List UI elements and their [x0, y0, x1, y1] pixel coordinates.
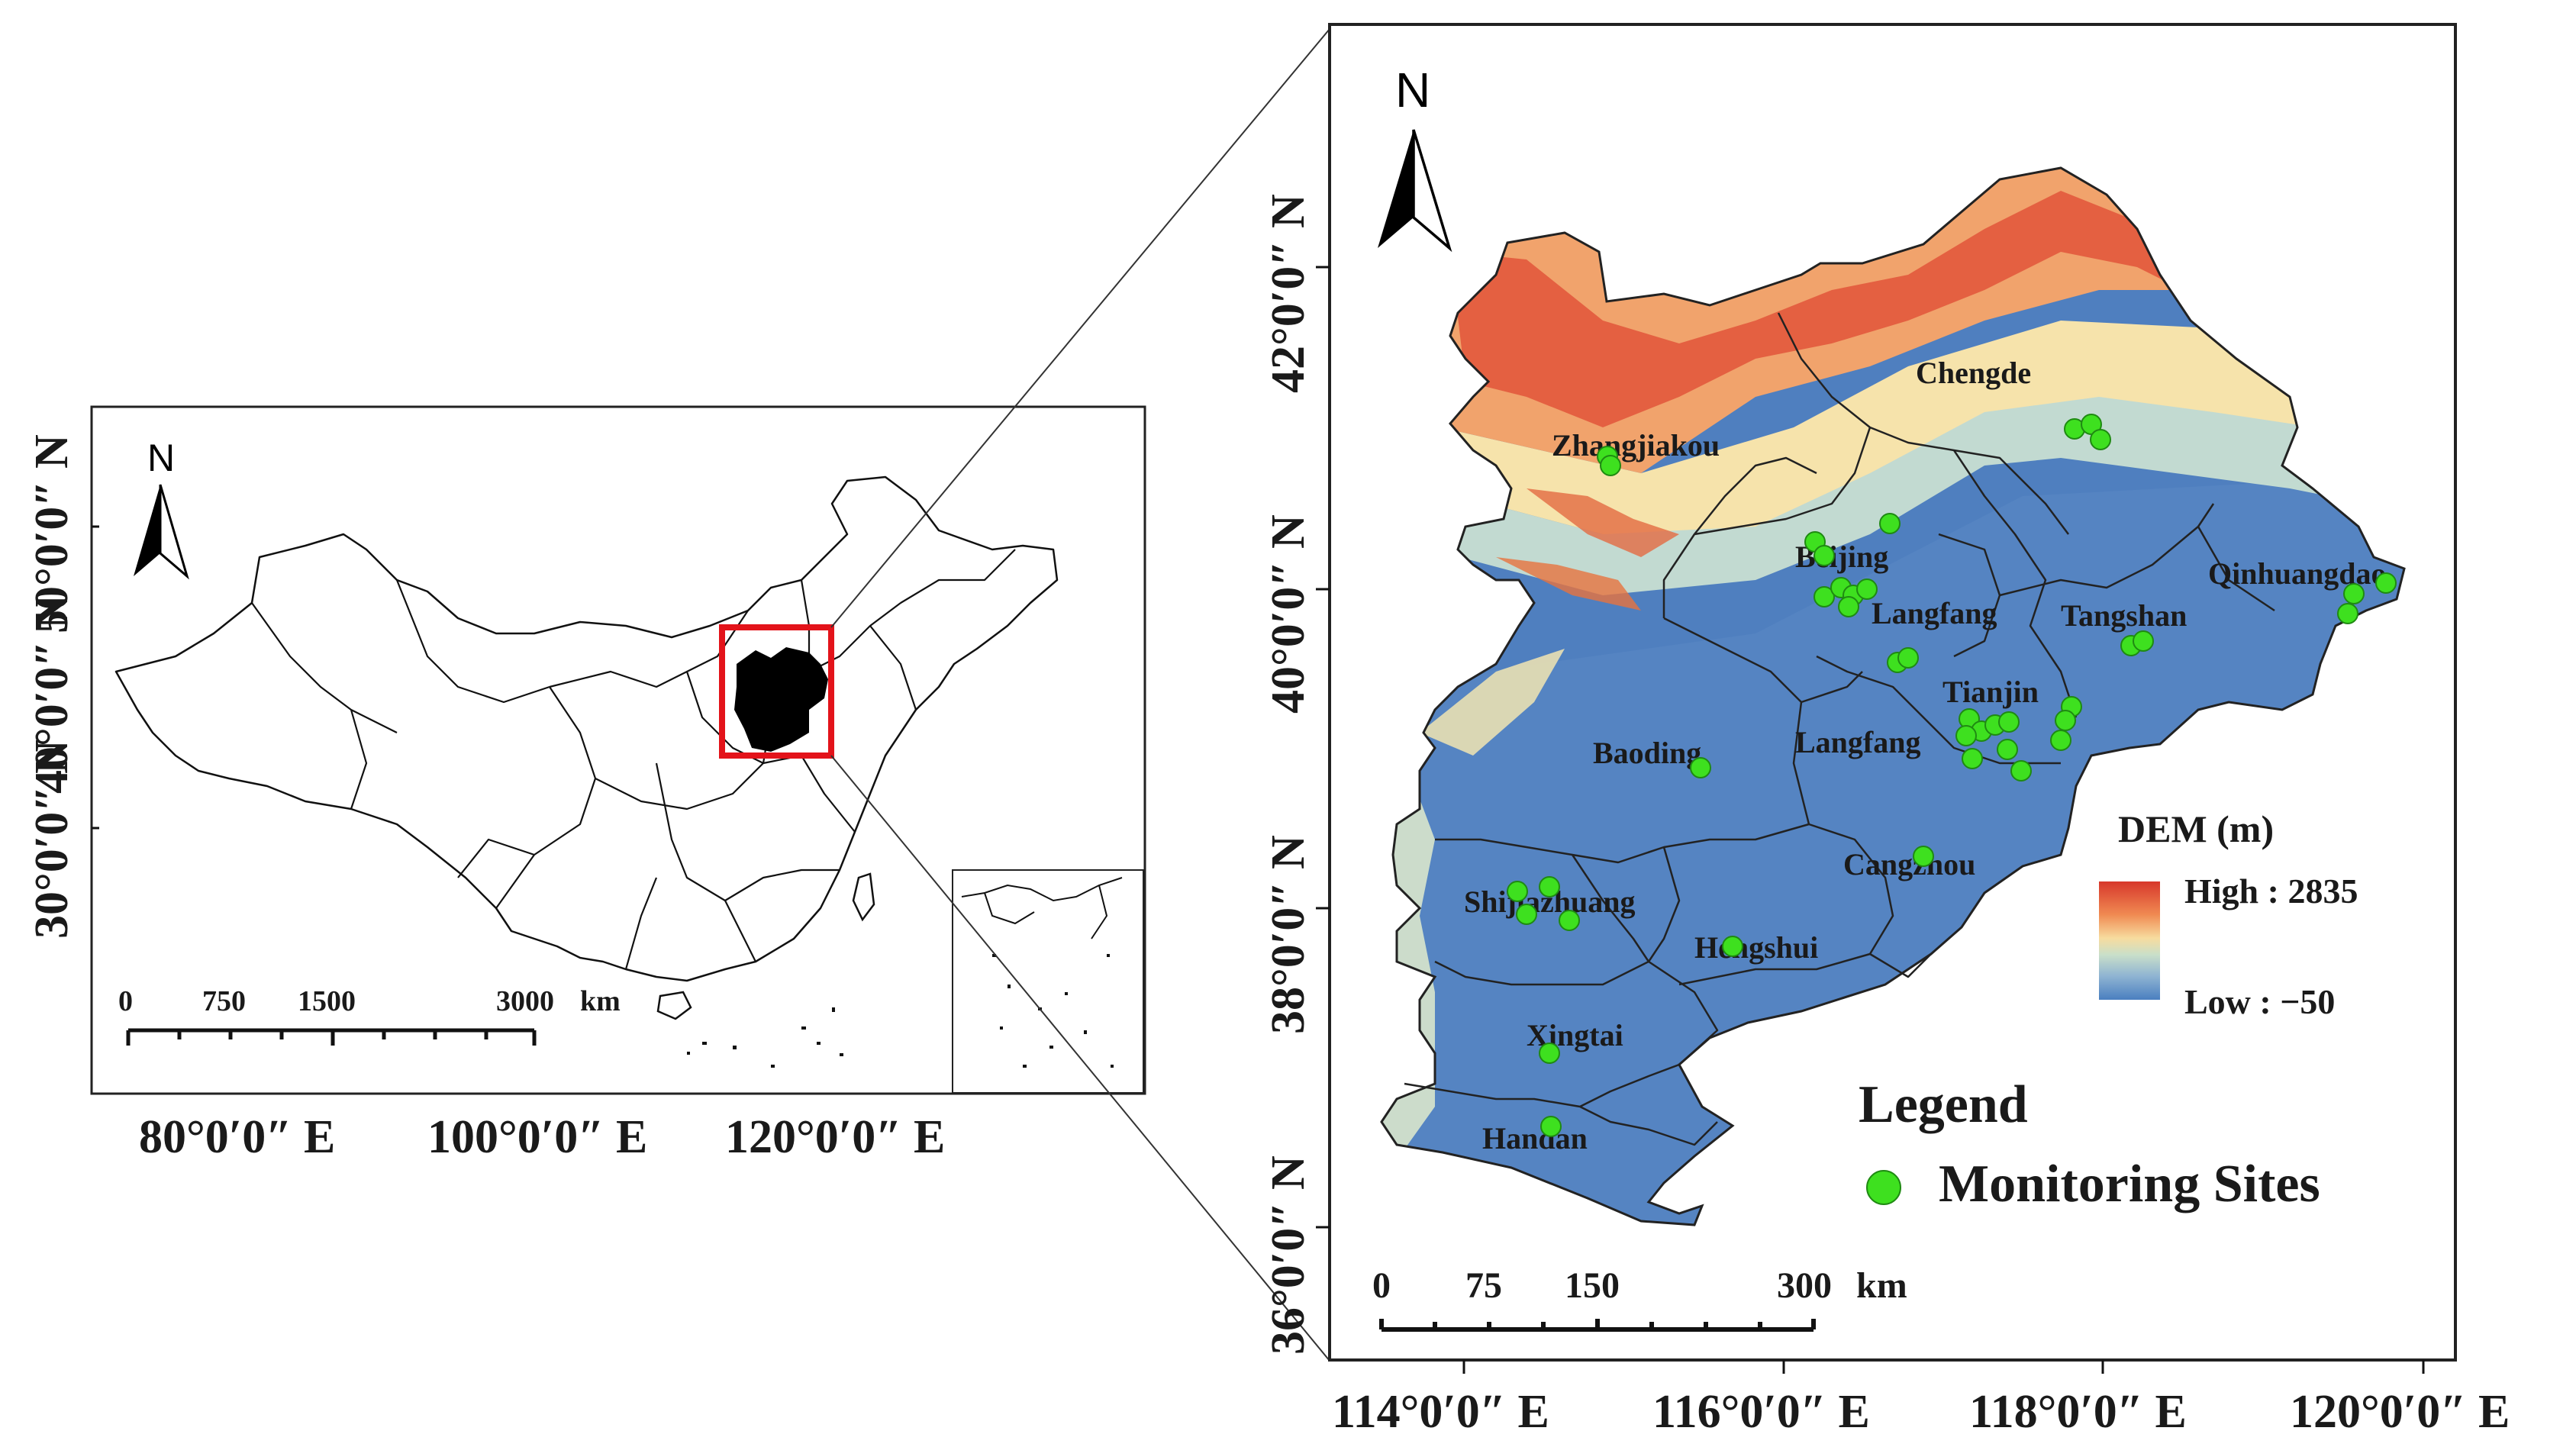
- overview-scale-3000: 3000: [496, 985, 554, 1017]
- label-zhangjiakou: Zhangjiakou: [1552, 428, 1720, 462]
- site-marker: [1559, 910, 1580, 931]
- site-marker: [1814, 586, 1835, 607]
- legend-monitoring-sites: Monitoring Sites: [1939, 1155, 2320, 1213]
- hainan-island: [656, 991, 692, 1020]
- detail-lon-116: 116°0′0″ E: [1652, 1386, 1870, 1438]
- site-marker: [1600, 455, 1621, 476]
- dem-high-label: High : 2835: [2184, 872, 2358, 910]
- detail-lat-ticks: [1316, 266, 1330, 1229]
- site-marker: [1955, 725, 1977, 746]
- detail-lon-118: 118°0′0″ E: [1969, 1386, 2187, 1438]
- site-marker: [2055, 710, 2076, 731]
- site-marker: [2050, 730, 2071, 751]
- site-marker: [1539, 876, 1560, 898]
- site-marker: [1897, 647, 1919, 669]
- overview-islands: [687, 1007, 843, 1068]
- legend-title: Legend: [1859, 1075, 2028, 1134]
- label-langfang-north: Langfang: [1872, 596, 1997, 630]
- overview-scale-0: 0: [118, 985, 133, 1017]
- label-langfang-south: Langfang: [1795, 725, 1921, 759]
- label-hengshui: Hengshui: [1694, 930, 1818, 965]
- detail-lat-36: 36°0′0″ N: [1262, 1155, 1314, 1355]
- detail-scale-150: 150: [1565, 1265, 1620, 1306]
- site-marker: [2133, 630, 2154, 652]
- overview-lat-40: 40°0′0″ N: [26, 595, 78, 794]
- detail-lat-40: 40°0′0″ N: [1262, 514, 1314, 714]
- south-china-sea-inset: [952, 869, 1144, 1094]
- label-chengde: Chengde: [1916, 356, 2031, 390]
- overview-lat-30: 30°0′0″ N: [26, 740, 78, 939]
- detail-scale-unit: km: [1856, 1265, 1907, 1306]
- detail-lon-114: 114°0′0″ E: [1332, 1386, 1549, 1438]
- site-marker: [1997, 739, 2018, 760]
- detail-north-arrow: N: [1378, 63, 1452, 253]
- site-marker: [2375, 572, 2397, 594]
- overview-north-label: N: [147, 437, 175, 479]
- detail-scale-300: 300: [1777, 1265, 1832, 1306]
- detail-scale-0: 0: [1372, 1265, 1391, 1306]
- overview-lon-120: 120°0′0″ E: [725, 1111, 945, 1163]
- china-outline: [114, 475, 1059, 982]
- dem-legend-title: DEM (m): [2118, 807, 2274, 850]
- dem-low-label: Low : −50: [2184, 982, 2335, 1021]
- site-marker: [1690, 757, 1711, 778]
- label-tangshan: Tangshan: [2061, 598, 2187, 633]
- detail-lat-38: 38°0′0″ N: [1262, 835, 1314, 1034]
- site-marker: [1540, 1116, 1562, 1137]
- site-marker: [1962, 748, 1983, 769]
- label-handan: Handan: [1482, 1121, 1588, 1155]
- site-marker: [1722, 936, 1743, 957]
- overview-lat-50: 50°0′0″ N: [26, 434, 78, 633]
- site-marker: [2010, 760, 2032, 782]
- overview-scale-bar: 0 750 1500 3000 km: [118, 985, 621, 1046]
- overview-north-arrow: N: [134, 437, 189, 580]
- legend: Legend Monitoring Sites: [1859, 1075, 2320, 1213]
- overview-scale-750: 750: [202, 985, 246, 1017]
- dem-legend: DEM (m) High : 2835 Low : −50: [2099, 807, 2358, 1021]
- detail-lat-42: 42°0′0″ N: [1262, 194, 1314, 393]
- zoom-connector-lines: [830, 28, 1330, 1362]
- overview-lon-100: 100°0′0″ E: [427, 1111, 647, 1163]
- overview-scale-unit: km: [580, 985, 621, 1017]
- site-marker: [1539, 1043, 1560, 1064]
- detail-scale-bar: 0 75 150 300 km: [1372, 1265, 1907, 1332]
- overview-map: N 0 750 1500 3000 km 80°0′0″ E 100°0′0″ …: [26, 405, 1146, 1163]
- dem-color-ramp: [2099, 881, 2160, 1000]
- overview-lat-ticks: [92, 525, 99, 830]
- site-marker: [1879, 513, 1901, 534]
- site-marker: [1856, 578, 1878, 600]
- inset-coastline: [961, 877, 1123, 939]
- city-labels: Chengde Zhangjiakou Beijing Qinhuangdao …: [1464, 356, 2386, 1155]
- label-baoding: Baoding: [1593, 736, 1701, 770]
- city-boundaries: [1404, 312, 2275, 1146]
- site-marker: [2337, 603, 2358, 624]
- label-tianjin: Tianjin: [1942, 675, 2039, 709]
- site-marker: [1998, 711, 2020, 733]
- overview-lon-80: 80°0′0″ E: [139, 1111, 335, 1163]
- site-marker: [1913, 846, 1934, 867]
- site-marker: [1507, 881, 1528, 902]
- monitoring-sites: [1507, 414, 2397, 1137]
- site-marker: [1814, 545, 1835, 566]
- overview-scale-1500: 1500: [298, 985, 356, 1017]
- site-marker: [1838, 596, 1859, 617]
- site-marker: [2090, 429, 2111, 450]
- taiwan-island: [852, 872, 875, 922]
- legend-site-symbol: [1866, 1170, 1901, 1205]
- detail-lon-120: 120°0′0″ E: [2290, 1386, 2510, 1438]
- site-marker: [2343, 583, 2365, 604]
- detail-lon-ticks: [1462, 1360, 2425, 1374]
- label-cangzhou: Cangzhou: [1843, 847, 1975, 881]
- detail-scale-75: 75: [1465, 1265, 1502, 1306]
- study-region-box: [719, 624, 834, 759]
- site-marker: [1516, 904, 1537, 925]
- detail-north-label: N: [1395, 63, 1430, 118]
- detail-map: Chengde Zhangjiakou Beijing Qinhuangdao …: [1262, 23, 2510, 1438]
- study-region-silhouette: [734, 647, 828, 752]
